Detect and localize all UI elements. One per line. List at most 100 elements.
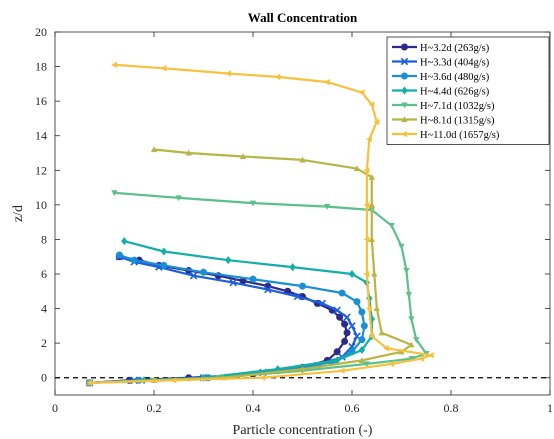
data-point	[318, 299, 327, 308]
data-point	[170, 377, 177, 384]
y-tick-label: 16	[35, 94, 47, 108]
y-tick-label: 14	[35, 129, 47, 143]
data-point	[160, 261, 168, 269]
data-point	[336, 313, 344, 321]
data-point	[418, 355, 424, 362]
data-point	[338, 289, 346, 297]
y-tick-label: 10	[35, 198, 47, 212]
data-point	[373, 118, 380, 126]
data-point	[408, 316, 415, 323]
data-point	[366, 305, 372, 312]
data-point	[225, 70, 231, 77]
data-point	[86, 379, 93, 387]
data-point	[150, 146, 158, 153]
x-tick-label: 0.8	[444, 401, 459, 415]
data-point	[428, 352, 434, 359]
data-point	[249, 200, 257, 207]
data-point	[358, 308, 366, 316]
y-tick-label: 12	[35, 163, 47, 177]
data-point	[185, 149, 192, 156]
y-tick-label: 18	[35, 60, 47, 74]
data-point	[368, 236, 375, 242]
data-point	[239, 153, 247, 160]
data-point	[299, 156, 306, 163]
data-point	[324, 204, 331, 210]
data-point	[333, 348, 341, 356]
legend-item-1: H~3.2d (263g/s)	[392, 43, 490, 54]
data-point	[358, 357, 366, 363]
data-point	[401, 102, 408, 109]
data-point	[401, 86, 408, 95]
y-tick-label: 4	[41, 302, 47, 316]
data-point	[400, 57, 409, 66]
data-point	[274, 73, 281, 81]
data-point	[264, 285, 272, 294]
data-point	[189, 271, 198, 280]
data-point	[160, 247, 168, 256]
data-point	[259, 374, 266, 381]
data-point	[338, 367, 345, 374]
data-point	[363, 361, 371, 368]
data-point	[200, 268, 208, 276]
data-point	[378, 329, 385, 336]
data-point	[111, 61, 117, 69]
data-point	[324, 78, 330, 86]
legend-label: H~7.1d (1032g/s)	[420, 101, 495, 112]
legend-item-4: H~4.4d (626g/s)	[392, 86, 490, 97]
series-line-6	[89, 148, 413, 384]
legend-item-6: H~8.1d (1315g/s)	[392, 115, 495, 126]
data-point	[403, 267, 410, 274]
y-tick-label: 6	[41, 267, 47, 281]
data-point	[343, 313, 351, 321]
y-tick-label: 2	[41, 336, 47, 350]
data-point	[299, 365, 306, 372]
data-point	[398, 243, 405, 250]
legend-item-7: H~11.0d (1657g/s)	[392, 130, 500, 141]
data-point	[363, 236, 370, 243]
x-tick-label: 0.6	[345, 401, 360, 415]
data-point	[229, 278, 237, 287]
data-point	[368, 101, 375, 108]
legend-label: H~11.0d (1657g/s)	[420, 130, 500, 141]
data-point	[371, 270, 378, 277]
y-tick-label: 20	[35, 25, 47, 39]
data-point	[175, 195, 182, 202]
legend-label: H~3.6d (480g/s)	[420, 72, 490, 83]
data-point	[363, 270, 370, 278]
legend-label: H~3.2d (263g/s)	[420, 43, 490, 54]
y-axis-title: z/d	[11, 205, 26, 222]
series-line-5	[89, 191, 428, 384]
data-point	[401, 116, 408, 123]
data-point	[413, 337, 420, 343]
data-point	[358, 336, 366, 344]
data-point	[353, 298, 361, 306]
legend: H~3.2d (263g/s) H~3.3d (404g/s) H~3.6d (48…	[386, 36, 550, 145]
y-tick-label: 0	[41, 371, 47, 385]
data-point	[408, 341, 415, 348]
data-point	[121, 237, 128, 246]
data-point	[368, 174, 375, 180]
legend-label: H~3.3d (404g/s)	[420, 57, 490, 68]
data-point	[368, 201, 375, 208]
x-tick-label: 0	[52, 401, 58, 415]
data-point	[366, 135, 372, 143]
data-point	[348, 270, 356, 278]
y-tick-label: 8	[41, 232, 47, 246]
data-point	[400, 43, 408, 51]
data-point	[348, 322, 356, 330]
data-point	[130, 256, 138, 264]
chart-title: Wall Concentration	[248, 10, 358, 25]
data-point	[160, 65, 167, 72]
legend-item-3: H~3.6d (480g/s)	[392, 72, 490, 83]
data-point	[353, 165, 361, 172]
data-point	[341, 320, 349, 328]
x-axis-title: Particle concentration (-)	[233, 423, 373, 438]
data-point	[298, 282, 306, 290]
data-point	[249, 275, 257, 283]
data-point	[373, 305, 380, 312]
data-point	[333, 356, 341, 365]
data-point	[358, 346, 366, 355]
legend-item-2: H~3.3d (404g/s)	[392, 57, 490, 68]
x-tick-label: 1	[547, 401, 553, 415]
data-point	[368, 333, 375, 340]
